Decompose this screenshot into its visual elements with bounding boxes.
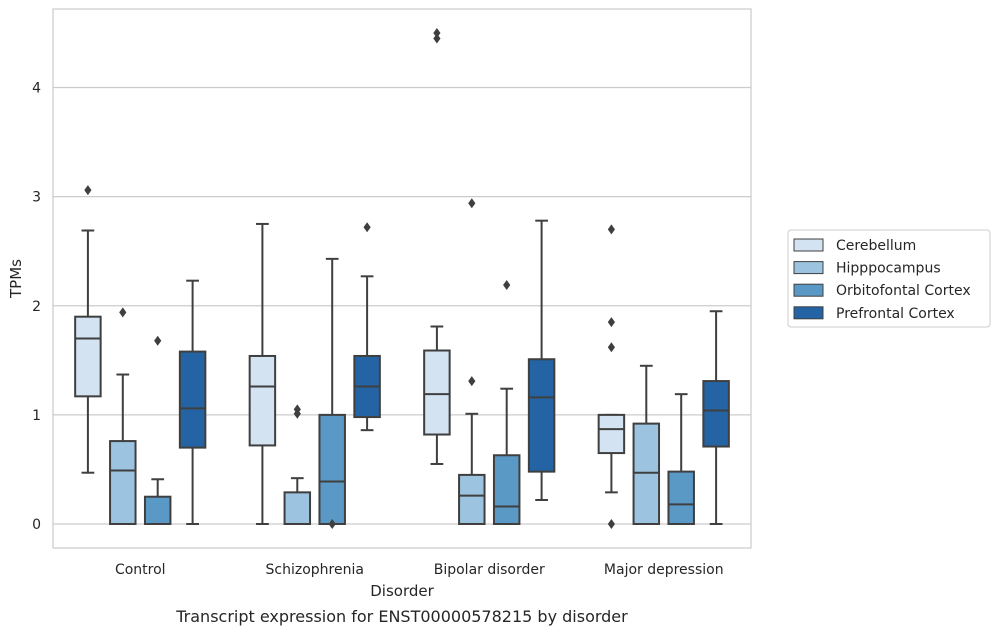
box (423, 349, 451, 436)
box-group (597, 224, 626, 529)
y-tick-label: 4 (32, 81, 41, 97)
box-group (353, 222, 381, 432)
box-group (109, 307, 137, 525)
x-tick-label: Control (115, 562, 166, 578)
outlier-point (468, 198, 476, 209)
outlier-point (119, 307, 127, 318)
box-group (527, 219, 556, 501)
x-tick-label: Major depression (604, 562, 724, 578)
plot-frame (52, 8, 752, 549)
box-group (458, 198, 486, 525)
box-group (667, 393, 695, 525)
outlier-point (363, 222, 371, 233)
y-tick-label: 2 (32, 299, 41, 315)
box (109, 440, 137, 525)
outlier-point (607, 317, 615, 328)
box-group (248, 222, 277, 525)
box-group (318, 257, 346, 529)
outlier-point (503, 280, 511, 291)
box (492, 454, 521, 525)
legend-label: Prefrontal Cortex (836, 306, 955, 322)
chart-caption: Transcript expression for ENST0000057821… (175, 607, 628, 626)
y-tick-label: 1 (32, 408, 41, 424)
y-axis-label: TPMs (7, 259, 25, 299)
box (597, 413, 626, 455)
outlier-point (607, 518, 615, 529)
box (632, 422, 661, 525)
box-group (74, 185, 102, 474)
box (318, 413, 346, 525)
boxes (74, 28, 730, 529)
legend: Cerebellum Hipppocampus Orbitofontal Corte… (787, 229, 991, 328)
box (74, 315, 102, 398)
box (527, 358, 556, 473)
box (458, 473, 486, 525)
outlier-point (433, 28, 441, 39)
legend-items: Cerebellum Hipppocampus Orbitofontal Corte… (793, 238, 971, 322)
y-tick-labels: 0 1 2 3 4 (32, 81, 41, 533)
outlier-point (328, 518, 336, 529)
x-tick-label: Schizophrenia (266, 562, 364, 578)
box-group (423, 28, 451, 465)
outlier-point (154, 335, 162, 346)
outlier-point (607, 342, 615, 353)
outlier-point (84, 185, 92, 196)
box (143, 495, 172, 525)
legend-swatch (793, 283, 824, 297)
legend-label: Cerebellum (836, 238, 916, 254)
box (667, 470, 695, 525)
box-group (492, 280, 521, 525)
x-tick-labels: Control Schizophrenia Bipolar disorder Majo… (115, 562, 724, 578)
box (702, 380, 730, 448)
outlier-point (607, 224, 615, 235)
y-tick-label: 3 (32, 190, 41, 206)
box-group (178, 279, 207, 525)
x-axis-label: Disorder (370, 582, 434, 600)
legend-label: Hipppocampus (836, 261, 941, 277)
box (283, 491, 312, 525)
y-tick-label: 0 (32, 517, 41, 533)
legend-swatch (793, 306, 824, 320)
box-group (283, 404, 312, 525)
outlier-point (293, 408, 301, 419)
box-group (632, 364, 661, 525)
outlier-point (468, 376, 476, 387)
box-group (143, 335, 172, 525)
box (178, 350, 207, 449)
outlier-point (433, 33, 441, 44)
x-tick-label: Bipolar disorder (434, 562, 545, 578)
box (248, 354, 277, 447)
legend-swatch (793, 261, 824, 275)
box-group (702, 310, 730, 525)
legend-frame (787, 229, 991, 328)
legend-swatch (793, 238, 824, 252)
legend-label: Orbitofontal Cortex (836, 283, 971, 299)
